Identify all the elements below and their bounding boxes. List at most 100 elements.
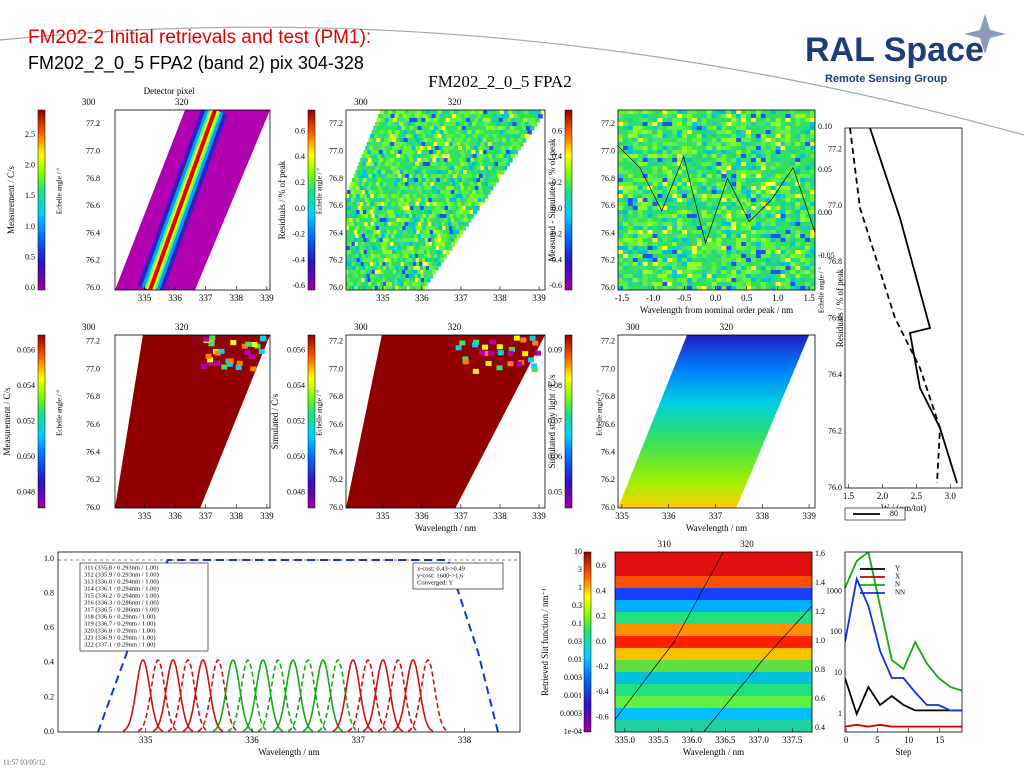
x-axis-label: Wavelength / nm [258, 747, 319, 757]
heatmap-cell [805, 234, 811, 239]
heatmap-cell [642, 154, 649, 159]
heatmap-cell [452, 226, 457, 231]
heatmap-cell [470, 138, 476, 143]
heatmap-cell [662, 222, 668, 227]
heatmap-cell [652, 162, 658, 167]
heatmap-cell [770, 118, 777, 123]
heatmap-cell [810, 198, 815, 203]
heatmap-cell [415, 130, 421, 135]
heatmap-cell [364, 190, 370, 195]
heatmap-cell [622, 242, 629, 247]
heatmap-cell [647, 158, 653, 163]
heatmap-cell [365, 234, 369, 239]
heatmap-cell [444, 142, 450, 147]
heatmap-cell [445, 126, 451, 131]
heatmap-cell [360, 262, 365, 267]
heatmap-cell [618, 246, 624, 251]
heatmap-cell [800, 158, 806, 163]
heatmap-cell [691, 222, 698, 227]
heatmap-cell [691, 158, 698, 163]
heatmap-cell [647, 118, 653, 123]
heatmap-cell [487, 351, 494, 357]
colorbar-tick-label: -0.4 [549, 255, 562, 264]
heatmap-cell [810, 286, 815, 290]
heatmap-cell [662, 286, 668, 290]
heatmap-cell [647, 266, 653, 271]
heatmap-cell [760, 254, 767, 259]
heatmap-cell [378, 206, 383, 211]
heatmap-cell [486, 190, 491, 195]
heatmap-cell [642, 118, 649, 123]
colorbar [37, 334, 46, 509]
heatmap-cell [393, 254, 397, 259]
heatmap-cell [618, 186, 624, 191]
heatmap-cell [389, 198, 394, 203]
heatmap-cell [805, 130, 811, 135]
heatmap-cell [662, 218, 668, 223]
heatmap-cell [701, 162, 708, 167]
heatmap-cell [532, 110, 538, 115]
heatmap-cell [405, 238, 410, 243]
heatmap-cell [397, 190, 402, 195]
heatmap-cell [805, 206, 811, 211]
heatmap-cell [642, 134, 649, 139]
heatmap-cell [407, 154, 413, 159]
heatmap-cell [770, 146, 777, 151]
heatmap-cell [337, 238, 341, 243]
heatmap-cell [384, 258, 389, 263]
heatmap-cell [448, 226, 453, 231]
heatmap-cell [790, 274, 796, 279]
heatmap-cell [800, 278, 806, 283]
heatmap-cell [523, 130, 528, 135]
heatmap-cell [721, 210, 727, 215]
heatmap-cell [395, 130, 401, 135]
heatmap-cell [627, 278, 634, 283]
heatmap-cell [397, 134, 403, 139]
y-tick-label: 76.2 [86, 256, 100, 265]
heatmap-cell [622, 218, 629, 223]
heatmap-cell [390, 242, 394, 247]
heatmap-cell [805, 158, 811, 163]
heatmap-cell [384, 118, 390, 123]
heatmap-cell [618, 210, 624, 215]
heatmap-cell [662, 142, 668, 147]
heatmap-cell [493, 126, 499, 131]
heatmap-cell [355, 178, 360, 183]
heatmap-cell [765, 138, 772, 143]
heatmap-cell [627, 282, 634, 287]
heatmap-cell [790, 214, 796, 219]
heatmap-cell [347, 206, 352, 211]
heatmap-cell [810, 134, 815, 139]
heatmap-cell [755, 198, 762, 203]
heatmap-cell [711, 230, 717, 235]
heatmap-cell [760, 218, 767, 223]
heatmap-cell [459, 194, 464, 199]
heatmap-cell [382, 158, 388, 163]
heatmap-cell [371, 130, 377, 135]
heatmap-cell [657, 282, 663, 287]
heatmap-cell [647, 218, 653, 223]
heatmap-cell [444, 242, 449, 247]
heatmap-cell [494, 138, 499, 143]
heatmap-cell [458, 158, 464, 163]
heatmap-cell [379, 158, 384, 163]
heatmap-cell [667, 286, 673, 290]
heatmap-cell [388, 110, 393, 115]
x-tick-label: 336 [245, 735, 259, 745]
heatmap-cell [795, 114, 801, 119]
heatmap-cell [464, 162, 469, 167]
heatmap-cell [622, 162, 629, 167]
heatmap-cell [716, 274, 722, 279]
heatmap-cell [394, 158, 399, 163]
heatmap-cell [475, 174, 480, 179]
heatmap-cell [741, 254, 747, 259]
heatmap-cell [800, 286, 806, 290]
heatmap-cell [805, 258, 811, 263]
heatmap-cell [662, 278, 668, 283]
heatmap-cell [780, 286, 786, 290]
heatmap-cell [627, 118, 634, 123]
colorbar-tick-label: 0.6 [596, 561, 606, 570]
heatmap-cell [652, 274, 658, 279]
heatmap-cell [810, 242, 815, 247]
heatmap-cell [682, 246, 688, 251]
